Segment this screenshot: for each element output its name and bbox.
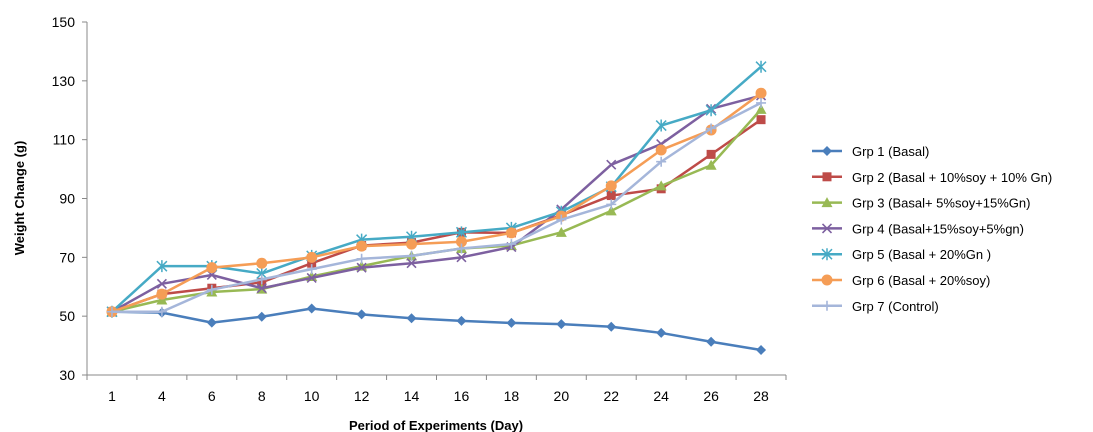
data-point (506, 227, 517, 238)
legend-item: Grp 1 (Basal) (812, 144, 929, 159)
series-group (107, 61, 766, 318)
data-point (506, 318, 516, 328)
x-tick-label: 6 (208, 388, 216, 404)
data-point (257, 312, 267, 322)
legend-item: Grp 2 (Basal + 10%soy + 10% Gn) (812, 170, 1052, 185)
x-tick-label: 26 (703, 388, 719, 404)
data-point (556, 319, 566, 329)
legend-marker (823, 172, 832, 181)
legend-marker (822, 146, 832, 156)
x-tick-label: 14 (404, 388, 420, 404)
y-tick-label: 50 (59, 308, 75, 324)
data-point (606, 322, 616, 332)
legend-label: Grp 6 (Basal + 20%soy) (852, 273, 990, 288)
data-point (707, 150, 716, 159)
x-tick-group: 1 4 6 8 10 12 14 16 18 20 22 24 26 28 (87, 375, 786, 404)
x-tick-label: 28 (753, 388, 769, 404)
series-line (112, 103, 761, 312)
legend-label: Grp 1 (Basal) (852, 144, 929, 159)
x-tick-label: 20 (554, 388, 570, 404)
series-group (107, 98, 766, 317)
data-point (757, 115, 766, 124)
x-tick-label: 1 (108, 388, 116, 404)
data-point (656, 144, 667, 155)
y-tick-label: 130 (52, 73, 76, 89)
y-tick-label: 70 (59, 249, 75, 265)
legend-item: Grp 3 (Basal+ 5%soy+15%Gn) (812, 196, 1030, 211)
series-line (112, 309, 761, 350)
legend-item: Grp 7 (Control) (812, 299, 939, 314)
y-tick-label: 90 (59, 191, 75, 207)
legend-marker (822, 275, 833, 286)
data-point (307, 304, 317, 314)
data-point (157, 307, 167, 317)
data-point (606, 180, 617, 191)
data-point (407, 313, 417, 323)
x-tick-label: 24 (653, 388, 669, 404)
data-point (406, 239, 417, 250)
data-point (206, 262, 217, 273)
x-tick-label: 4 (158, 388, 166, 404)
x-axis-title: Period of Experiments (Day) (349, 418, 523, 432)
series-group (106, 104, 766, 316)
y-tick-group: 30 50 70 90 110 130 150 (52, 14, 87, 383)
legend-label: Grp 4 (Basal+15%soy+5%gn) (852, 221, 1024, 236)
series-group (107, 115, 765, 316)
y-axis-title: Weight Change (g) (12, 141, 27, 256)
data-point (256, 258, 267, 269)
legend: Grp 1 (Basal) Grp 2 (Basal + 10%soy + 10%… (812, 144, 1052, 314)
y-tick-label: 30 (59, 367, 75, 383)
legend-item: Grp 4 (Basal+15%soy+5%gn) (812, 221, 1024, 236)
series-group (107, 304, 766, 355)
data-point (357, 254, 367, 264)
legend-label: Grp 2 (Basal + 10%soy + 10% Gn) (852, 170, 1052, 185)
x-tick-label: 22 (603, 388, 619, 404)
legend-item: Grp 6 (Basal + 20%soy) (812, 273, 990, 288)
data-point (756, 88, 767, 99)
x-axis: 1 4 6 8 10 12 14 16 18 20 22 24 26 28 (87, 375, 786, 404)
data-point (656, 328, 666, 338)
data-point (706, 337, 716, 347)
data-point (156, 289, 167, 300)
data-point (456, 316, 466, 326)
x-tick-label: 18 (504, 388, 520, 404)
x-tick-label: 8 (258, 388, 266, 404)
data-point (306, 252, 317, 263)
data-point (756, 345, 766, 355)
series-group (106, 88, 766, 318)
legend-label: Grp 5 (Basal + 20%Gn ) (852, 247, 991, 262)
x-tick-label: 12 (354, 388, 370, 404)
data-point (207, 318, 217, 328)
legend-item: Grp 5 (Basal + 20%Gn ) (812, 247, 991, 262)
y-axis: 30 50 70 90 110 130 150 (52, 14, 87, 383)
y-tick-label: 150 (52, 14, 76, 30)
series-line (112, 109, 761, 311)
y-tick-label: 110 (53, 132, 76, 148)
data-point (356, 241, 367, 252)
x-tick-label: 10 (304, 388, 320, 404)
legend-label: Grp 7 (Control) (852, 299, 939, 314)
data-point (357, 309, 367, 319)
series-layer (106, 61, 766, 355)
x-tick-label: 16 (454, 388, 470, 404)
data-point (756, 61, 766, 73)
legend-marker (822, 301, 832, 311)
legend-label: Grp 3 (Basal+ 5%soy+15%Gn) (852, 196, 1030, 211)
